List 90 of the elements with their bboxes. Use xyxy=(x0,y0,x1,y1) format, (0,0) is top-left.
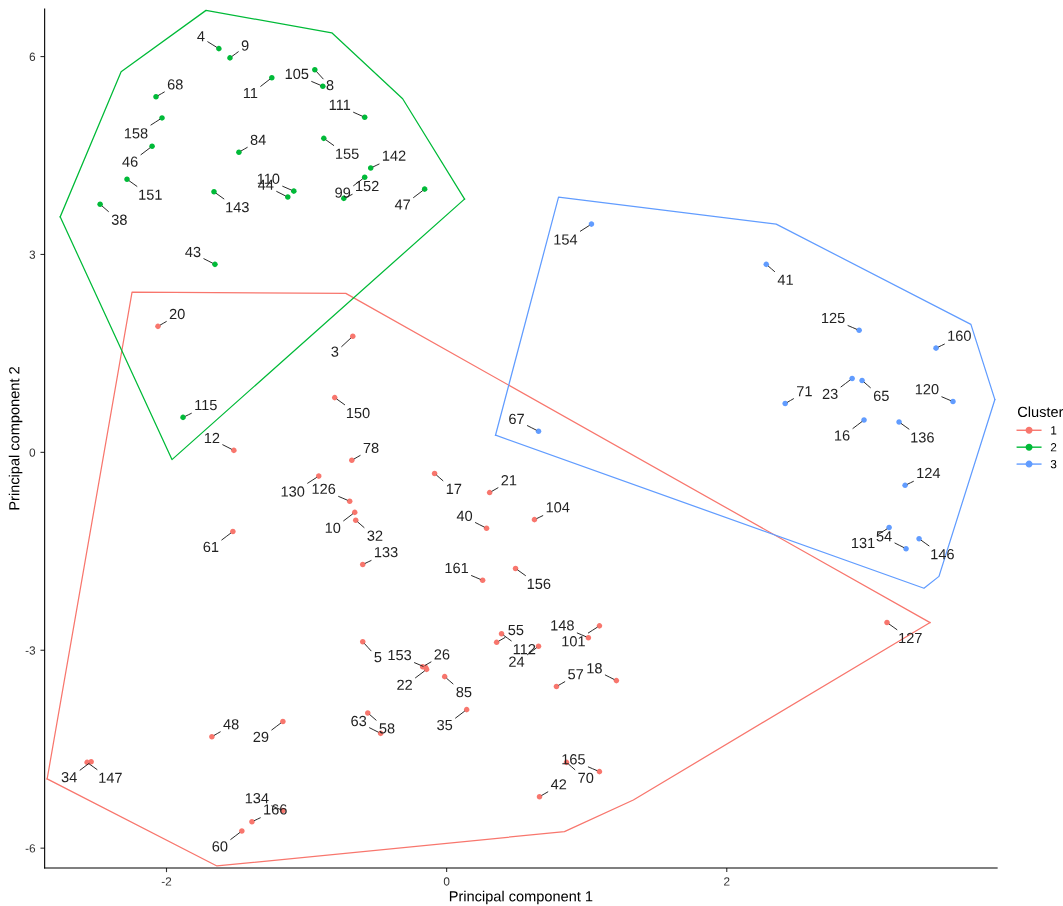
annotation: 104 xyxy=(546,502,570,513)
annotation: 161 xyxy=(445,562,469,574)
annotation: 21 xyxy=(501,475,517,486)
annotation: 61 xyxy=(203,541,219,553)
annotation: 46 xyxy=(122,156,138,167)
annotation: 142 xyxy=(382,150,406,161)
annotation: 35 xyxy=(437,719,453,731)
annotation: 85 xyxy=(456,686,472,698)
legend-label: 1 xyxy=(1051,426,1057,435)
annotation: 153 xyxy=(388,649,412,661)
y-tick-label: 6 xyxy=(29,52,36,61)
annotation: 65 xyxy=(873,390,889,402)
annotation: 10 xyxy=(325,522,341,533)
annotation: 111 xyxy=(329,99,351,110)
annotation: 40 xyxy=(456,510,473,522)
annotation: 146 xyxy=(931,549,954,560)
legend-label: 2 xyxy=(1050,443,1057,452)
annotation: 147 xyxy=(99,772,122,783)
annotation: 67 xyxy=(509,413,524,425)
annotation: 23 xyxy=(822,388,838,400)
annotation: 71 xyxy=(797,386,812,397)
annotation: 11 xyxy=(243,88,258,99)
annotation: 38 xyxy=(111,214,127,225)
annotation: 22 xyxy=(397,679,412,690)
annotation: 124 xyxy=(917,467,941,478)
annotation: 12 xyxy=(204,432,220,444)
annotation: 154 xyxy=(554,234,578,245)
annotation: 84 xyxy=(250,134,266,146)
annotation: 34 xyxy=(61,772,77,783)
annotation: 47 xyxy=(394,199,411,210)
annotation: 165 xyxy=(562,754,585,765)
annotation: 54 xyxy=(876,531,892,542)
annotation: 78 xyxy=(363,442,379,454)
annotation: 8 xyxy=(326,80,334,91)
annotation: 41 xyxy=(777,274,793,285)
annotation: 68 xyxy=(167,79,183,90)
annotation: 32 xyxy=(367,530,383,541)
annotation: 133 xyxy=(374,546,398,558)
annotation: 156 xyxy=(527,578,551,590)
annotation: 58 xyxy=(379,723,395,734)
annotation: 26 xyxy=(434,649,450,660)
annotation: 63 xyxy=(351,715,367,727)
annotation: 99 xyxy=(335,187,351,198)
annotation: 17 xyxy=(446,483,462,494)
annotation: 120 xyxy=(915,384,939,395)
annotation: 152 xyxy=(356,180,379,192)
annotation: 16 xyxy=(835,430,850,441)
annotation: 112 xyxy=(513,644,536,655)
annotation: 105 xyxy=(285,68,309,80)
legend-title: Cluster xyxy=(1017,406,1063,418)
annotation: 134 xyxy=(245,793,269,804)
y-tick-label: -6 xyxy=(25,844,36,853)
x-tick-label: 0 xyxy=(443,877,450,886)
annotation: 155 xyxy=(336,148,359,159)
annotation: 126 xyxy=(312,483,336,494)
annotation: 42 xyxy=(550,779,567,790)
y-tick-label: -3 xyxy=(25,646,36,655)
annotation: 3 xyxy=(331,346,339,357)
y-axis-title: Principal component 2 xyxy=(8,367,23,510)
annotation: 158 xyxy=(124,128,148,139)
annotation: 5 xyxy=(374,652,382,663)
annotation: 70 xyxy=(578,772,594,783)
annotation: 20 xyxy=(169,308,185,320)
y-tick-label: 3 xyxy=(29,250,36,259)
annotation: 4 xyxy=(197,31,205,42)
annotation: 130 xyxy=(281,486,305,497)
annotation: 136 xyxy=(911,432,934,443)
annotation: 150 xyxy=(346,407,370,419)
annotation: 24 xyxy=(509,656,525,667)
annotation: 57 xyxy=(568,669,584,680)
annotation: 125 xyxy=(822,312,845,324)
annotation: 131 xyxy=(852,537,875,549)
annotation: 55 xyxy=(508,624,524,636)
annotation: 18 xyxy=(587,663,602,674)
y-tick-label: 0 xyxy=(29,448,36,457)
annotation: 143 xyxy=(226,202,249,213)
annotation: 43 xyxy=(185,246,201,258)
annotation: 60 xyxy=(212,841,228,852)
annotation: 148 xyxy=(551,620,574,631)
annotation: 101 xyxy=(562,636,585,647)
x-tick-label: -2 xyxy=(161,877,172,886)
annotation: 115 xyxy=(195,400,217,411)
x-axis-title: Principal component 1 xyxy=(449,890,593,905)
annotation: 29 xyxy=(253,731,269,743)
annotation: 9 xyxy=(241,40,249,51)
legend-label: 3 xyxy=(1050,459,1057,469)
annotation: 151 xyxy=(139,189,162,200)
annotation: 48 xyxy=(223,719,239,730)
annotation: 160 xyxy=(948,330,971,341)
x-tick-label: 2 xyxy=(724,877,730,886)
